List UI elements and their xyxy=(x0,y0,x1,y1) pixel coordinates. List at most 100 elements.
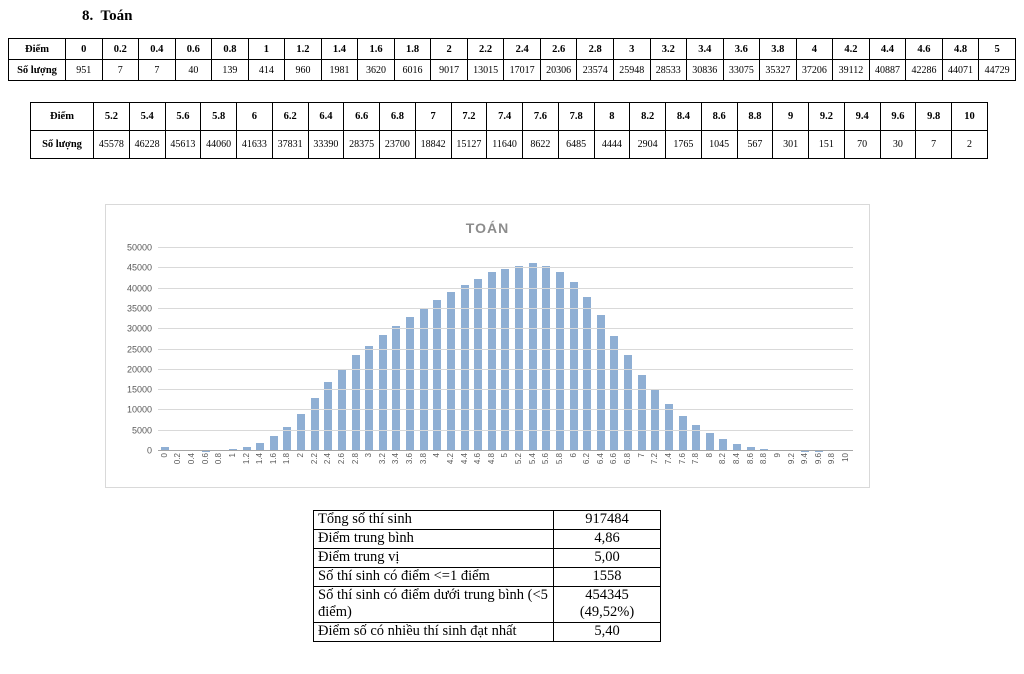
bar-slot xyxy=(199,248,213,451)
x-axis-label: 7.4 xyxy=(663,453,673,465)
summary-label: Số thí sinh có điểm dưới trung bình (<5 … xyxy=(313,586,554,623)
score-cell: 3.4 xyxy=(686,38,724,60)
x-slot: 0.8 xyxy=(213,453,227,481)
x-axis-label: 9 xyxy=(772,453,782,458)
score-cell: 1.4 xyxy=(320,38,359,60)
row-header-score: Điểm xyxy=(8,38,66,60)
count-cell: 567 xyxy=(736,130,774,159)
chart-bar xyxy=(528,263,537,451)
score-cell: 1.6 xyxy=(357,38,395,60)
bar-slot xyxy=(240,248,254,451)
gridline xyxy=(158,247,853,248)
x-axis-label: 9.8 xyxy=(827,453,837,465)
score-cell: 4 xyxy=(795,38,834,60)
chart-bar xyxy=(242,447,251,451)
count-cell: 23700 xyxy=(379,130,416,159)
count-cell: 44071 xyxy=(941,59,980,81)
score-row: Điểm 5.2 5.4 5.6 5.8 6 6.2 6.4 6.6 6.8 7 7.2 7.4 7.6 7… xyxy=(30,102,988,131)
x-axis-label: 2.8 xyxy=(350,453,360,465)
x-axis-label: 9.2 xyxy=(786,453,796,465)
x-axis-label: 8 xyxy=(704,453,714,458)
score-cell: 6.6 xyxy=(343,102,380,131)
y-axis-label: 40000 xyxy=(126,283,152,294)
bar-slot xyxy=(649,248,663,451)
bar-slot xyxy=(540,248,554,451)
count-cell: 44060 xyxy=(200,130,237,159)
bar-slot xyxy=(703,248,717,451)
bar-slot xyxy=(485,248,499,451)
score-cell: 8.2 xyxy=(629,102,666,131)
x-axis-label: 10 xyxy=(841,453,851,462)
bar-slot xyxy=(376,248,390,451)
score-cell: 3.8 xyxy=(759,38,797,60)
score-cell: 4.6 xyxy=(905,38,943,60)
summary-label: Điểm trung bình xyxy=(313,529,554,549)
score-cell: 7.6 xyxy=(522,102,559,131)
bar-slot xyxy=(826,248,840,451)
summary-label: Số thí sinh có điểm <=1 điểm xyxy=(313,567,554,587)
score-table-1: Điểm 0 0.2 0.4 0.6 0.8 1 1.2 1.4 1.6 1.8 2 2.2 2.4 2.6… xyxy=(8,38,1016,81)
x-slot: 3.8 xyxy=(417,453,431,481)
x-axis-label: 8.4 xyxy=(732,453,742,465)
x-axis-label: 9.4 xyxy=(800,453,810,465)
gridline xyxy=(158,409,853,411)
chart-bar xyxy=(378,335,387,451)
x-axis-label: 7.6 xyxy=(677,453,687,465)
x-axis-label: 0.8 xyxy=(214,453,224,465)
bar-slot xyxy=(785,248,799,451)
gridline xyxy=(158,389,853,391)
count-cell: 1045 xyxy=(700,130,738,159)
chart-bar xyxy=(637,374,646,451)
summary-row: Điểm trung bình 4,86 xyxy=(313,529,661,549)
score-cell: 9.6 xyxy=(879,102,917,131)
bar-slot xyxy=(798,248,812,451)
bar-slot xyxy=(839,248,853,451)
bar-slot xyxy=(594,248,608,451)
summary-row: Số thí sinh có điểm dưới trung bình (<5 … xyxy=(313,586,661,623)
score-cell: 3.6 xyxy=(722,38,761,60)
score-cell: 2.6 xyxy=(539,38,578,60)
bar-slot xyxy=(730,248,744,451)
score-cell: 4.4 xyxy=(868,38,907,60)
count-cell: 30836 xyxy=(686,59,724,81)
count-cell: 301 xyxy=(772,130,809,159)
count-cell: 33390 xyxy=(307,130,345,159)
x-axis-label: 5.6 xyxy=(541,453,551,465)
y-axis-label: 25000 xyxy=(126,344,152,354)
bar-slot xyxy=(471,248,485,451)
bar-slot xyxy=(172,248,186,451)
bar-slot xyxy=(417,248,431,451)
x-axis-line xyxy=(158,450,853,451)
score-cell: 0 xyxy=(65,38,103,60)
bar-slot xyxy=(635,248,649,451)
chart-x-axis: 0 0.2 0.4 0.6 0.8 1 1.2 1.4 1.6 1.8 2 2.2 2.4 2.6 2.8 3… xyxy=(158,451,853,481)
bar-slot xyxy=(458,248,472,451)
x-slot: 5.6 xyxy=(540,453,554,481)
summary-label: Tổng số thí sinh xyxy=(313,510,554,530)
chart-bar xyxy=(324,381,333,451)
chart-bar xyxy=(365,345,374,451)
chart-bar xyxy=(664,403,673,451)
x-slot: 3.2 xyxy=(376,453,390,481)
chart-bar xyxy=(760,448,769,451)
x-axis-label: 6.6 xyxy=(609,453,619,465)
count-cell: 7 xyxy=(138,59,176,81)
count-cell: 11640 xyxy=(486,130,523,159)
x-slot: 7.6 xyxy=(676,453,690,481)
bar-slot xyxy=(281,248,295,451)
bar-slot xyxy=(335,248,349,451)
count-cell: 30 xyxy=(879,130,917,159)
score-cell: 3.2 xyxy=(649,38,688,60)
x-axis-label: 0.6 xyxy=(200,453,210,465)
bar-slot xyxy=(526,248,540,451)
chart-bar xyxy=(719,439,728,451)
chart-bar xyxy=(705,432,714,451)
score-cell: 5.4 xyxy=(128,102,166,131)
x-axis-label: 3.8 xyxy=(418,453,428,465)
bar-slot xyxy=(567,248,581,451)
count-cell: 33075 xyxy=(722,59,761,81)
bar-slot xyxy=(758,248,772,451)
count-cell: 8622 xyxy=(522,130,559,159)
count-cell: 960 xyxy=(284,59,322,81)
bar-slot xyxy=(717,248,731,451)
